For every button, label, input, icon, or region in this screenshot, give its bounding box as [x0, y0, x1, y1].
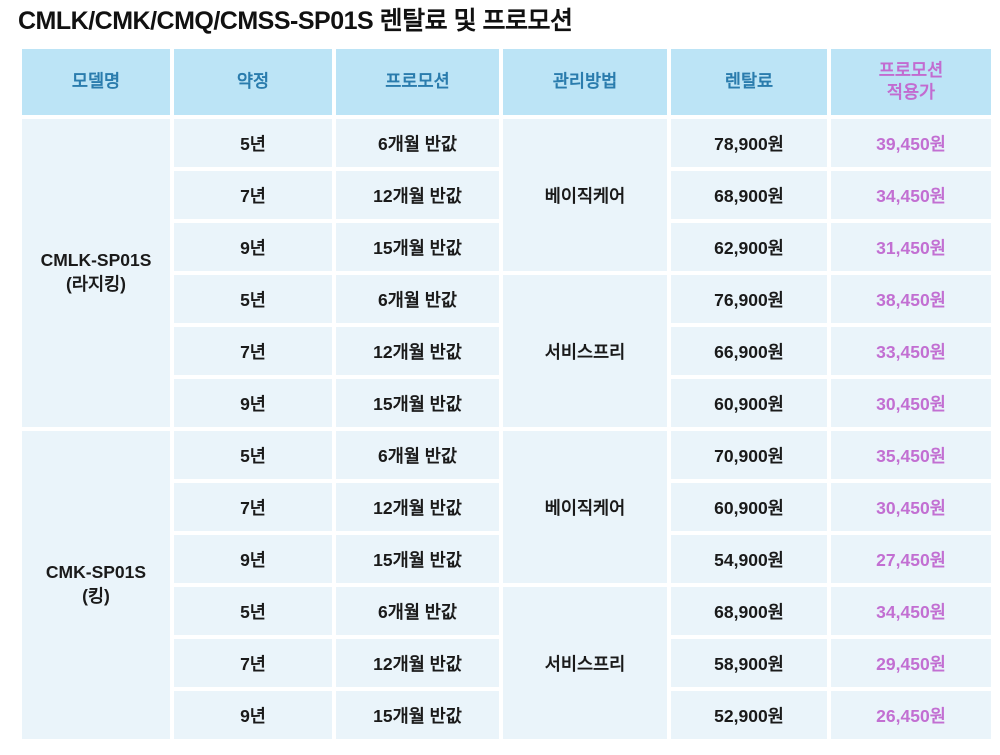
promo-cell: 6개월 반값 — [336, 587, 499, 635]
model-cell: CMLK-SP01S (라지킹) — [22, 119, 170, 427]
term-cell: 5년 — [174, 119, 332, 167]
rental-cell: 70,900원 — [671, 431, 827, 479]
model-cell: CMK-SP01S (킹) — [22, 431, 170, 739]
term-cell: 7년 — [174, 327, 332, 375]
promo-cell: 15개월 반값 — [336, 223, 499, 271]
promo-cell: 6개월 반값 — [336, 431, 499, 479]
header-promo-price-line1: 프로모션 — [878, 60, 944, 81]
table-row: 5년 6개월 반값 서비스프리 68,900원 34,450원 — [22, 587, 991, 739]
model-name: CMLK-SP01S — [40, 250, 152, 271]
promo-cell: 6개월 반값 — [336, 275, 499, 323]
model-name: CMK-SP01S — [45, 562, 147, 583]
promo-cell: 15개월 반값 — [336, 535, 499, 583]
rental-cell: 68,900원 — [671, 171, 827, 219]
page-title: CMLK/CMK/CMQ/CMSS-SP01S 렌탈료 및 프로모션 — [18, 7, 573, 35]
table-row: 7년 12개월 반값 60,900원 30,450원 — [22, 483, 991, 531]
care-cell: 베이직케어 — [503, 431, 667, 583]
promo-price-cell: 38,450원 — [831, 275, 991, 323]
header-row: 모델명 약정 프로모션 관리방법 렌탈료 프로모션 적용가 — [22, 49, 991, 115]
rental-cell: 60,900원 — [671, 379, 827, 427]
table-row: CMK-SP01S (킹) 5년 6개월 반값 베이직케어 70,900원 35… — [22, 431, 991, 739]
model-variant: (킹) — [82, 586, 110, 606]
term-cell: 9년 — [174, 535, 332, 583]
table-row: 5년 6개월 반값 서비스프리 76,900원 38,450원 — [22, 275, 991, 427]
table-row: 7년 12개월 반값 58,900원 29,450원 — [22, 639, 991, 687]
promo-cell: 12개월 반값 — [336, 483, 499, 531]
rental-cell: 60,900원 — [671, 483, 827, 531]
rental-cell: 78,900원 — [671, 119, 827, 167]
term-cell: 5년 — [174, 275, 332, 323]
term-cell: 5년 — [174, 431, 332, 479]
rental-price-table: 모델명 약정 프로모션 관리방법 렌탈료 프로모션 적용가 CMLK-SP01S… — [18, 45, 995, 743]
term-cell: 5년 — [174, 587, 332, 635]
table-row: 9년 15개월 반값 62,900원 31,450원 — [22, 223, 991, 271]
header-rental: 렌탈료 — [671, 49, 827, 115]
care-cell: 서비스프리 — [503, 275, 667, 427]
header-promo-price-line2: 적용가 — [886, 82, 936, 102]
promo-price-cell: 39,450원 — [831, 119, 991, 167]
term-cell: 9년 — [174, 691, 332, 739]
promo-cell: 12개월 반값 — [336, 639, 499, 687]
promo-price-cell: 30,450원 — [831, 483, 991, 531]
promo-cell: 12개월 반값 — [336, 171, 499, 219]
term-cell: 7년 — [174, 639, 332, 687]
table-row: 9년 15개월 반값 54,900원 27,450원 — [22, 535, 991, 583]
header-promo: 프로모션 — [336, 49, 499, 115]
rental-cell: 62,900원 — [671, 223, 827, 271]
rental-cell: 76,900원 — [671, 275, 827, 323]
promo-price-cell: 31,450원 — [831, 223, 991, 271]
term-cell: 7년 — [174, 171, 332, 219]
header-care: 관리방법 — [503, 49, 667, 115]
table-row: CMLK-SP01S (라지킹) 5년 6개월 반값 베이직케어 78,900원… — [22, 119, 991, 427]
rental-cell: 68,900원 — [671, 587, 827, 635]
table-row: 9년 15개월 반값 52,900원 26,450원 — [22, 691, 991, 739]
table-row: 7년 12개월 반값 66,900원 33,450원 — [22, 327, 991, 375]
term-cell: 9년 — [174, 223, 332, 271]
rental-cell: 66,900원 — [671, 327, 827, 375]
term-cell: 7년 — [174, 483, 332, 531]
rental-cell: 54,900원 — [671, 535, 827, 583]
promo-price-cell: 27,450원 — [831, 535, 991, 583]
table-row: 9년 15개월 반값 60,900원 30,450원 — [22, 379, 991, 427]
promo-cell: 6개월 반값 — [336, 119, 499, 167]
promo-price-cell: 34,450원 — [831, 171, 991, 219]
care-cell: 베이직케어 — [503, 119, 667, 271]
promo-cell: 15개월 반값 — [336, 691, 499, 739]
promo-price-cell: 29,450원 — [831, 639, 991, 687]
care-cell: 서비스프리 — [503, 587, 667, 739]
table-row: 7년 12개월 반값 68,900원 34,450원 — [22, 171, 991, 219]
header-model: 모델명 — [22, 49, 170, 115]
promo-price-cell: 33,450원 — [831, 327, 991, 375]
promo-cell: 12개월 반값 — [336, 327, 499, 375]
promo-price-cell: 35,450원 — [831, 431, 991, 479]
promo-cell: 15개월 반값 — [336, 379, 499, 427]
rental-cell: 52,900원 — [671, 691, 827, 739]
header-promo-price: 프로모션 적용가 — [831, 49, 991, 115]
rental-cell: 58,900원 — [671, 639, 827, 687]
promo-price-cell: 30,450원 — [831, 379, 991, 427]
term-cell: 9년 — [174, 379, 332, 427]
model-variant: (라지킹) — [66, 274, 126, 294]
promo-price-cell: 26,450원 — [831, 691, 991, 739]
header-term: 약정 — [174, 49, 332, 115]
promo-price-cell: 34,450원 — [831, 587, 991, 635]
